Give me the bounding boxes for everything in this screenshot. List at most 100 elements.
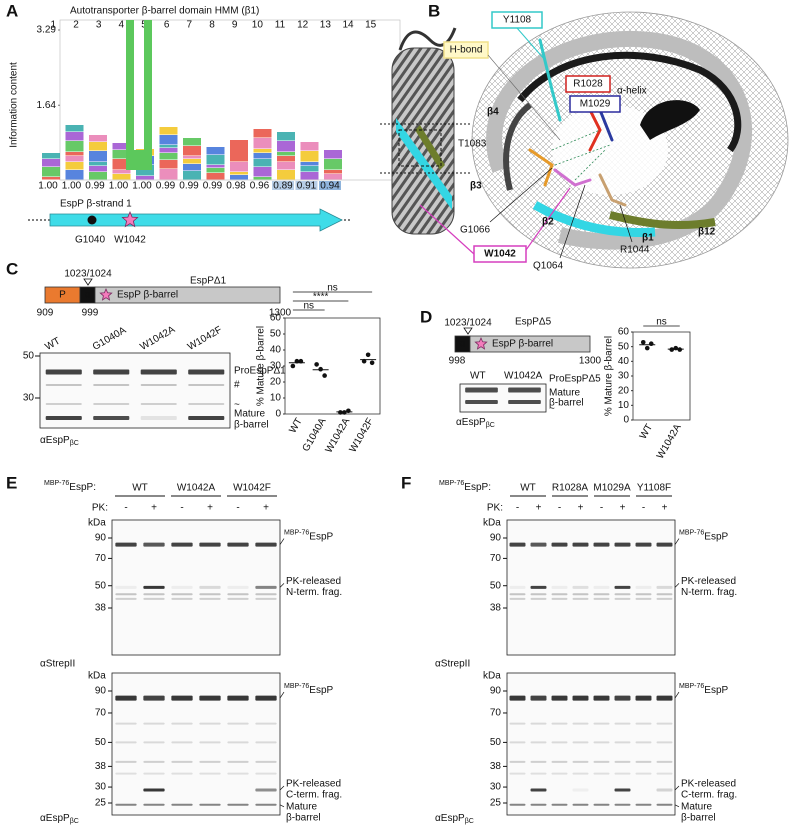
band [143, 803, 165, 806]
band [93, 369, 130, 375]
cleavage-label: 1023/1024 [444, 318, 492, 329]
group-label: R1028A [552, 483, 588, 494]
band [143, 741, 165, 744]
antibody-label: αEspPβC [40, 813, 79, 825]
band [227, 760, 249, 763]
structure-label: M1029 [580, 99, 611, 110]
band [115, 760, 137, 763]
antibody-label: αEspPβC [40, 435, 79, 447]
logo-glyph [112, 150, 131, 159]
x-tick-label: WT [287, 416, 304, 435]
structure-label: β1 [642, 233, 654, 244]
band-label: β-barrel [549, 398, 584, 409]
band [45, 403, 82, 405]
score-box [272, 181, 294, 190]
y-tick-label: 20 [270, 377, 282, 388]
band [635, 593, 652, 596]
band [171, 803, 193, 806]
pk-sign: - [558, 503, 561, 514]
score-label: 0.91 [297, 181, 317, 192]
domain-label: α [85, 290, 91, 301]
marker-label: 38 [490, 761, 502, 772]
logo-glyph [183, 164, 201, 171]
logo-glyph [89, 166, 107, 172]
band [614, 593, 631, 596]
marker-label: 90 [490, 533, 502, 544]
band [171, 741, 193, 744]
band [656, 695, 673, 701]
band [171, 695, 193, 701]
logo-glyph [65, 152, 84, 156]
band [551, 593, 568, 596]
band [656, 593, 673, 596]
band [614, 772, 631, 775]
logo-glyph [65, 141, 84, 152]
band-label: MBP-76EspP [679, 529, 729, 542]
band [551, 695, 568, 701]
leader [419, 187, 571, 255]
logo-glyph [300, 142, 319, 151]
band [255, 585, 277, 589]
band [188, 403, 225, 405]
structure-label: H-bond [450, 45, 483, 56]
logo-glyph [183, 159, 201, 164]
structure-label: R1044 [620, 245, 650, 256]
marker-label: 25 [490, 798, 502, 809]
pk-sign: + [662, 503, 668, 514]
band [255, 542, 277, 547]
y-tick-label: 30 [270, 361, 282, 372]
marker-label: 70 [490, 553, 502, 564]
band [45, 384, 82, 386]
band [530, 695, 547, 701]
logo-glyph [230, 172, 248, 175]
side-chain [538, 38, 562, 122]
band [614, 695, 631, 701]
pk-sign: + [207, 503, 213, 514]
y-axis-label: % Mature β-barrel [256, 326, 267, 406]
band [614, 722, 631, 725]
blot [111, 519, 281, 656]
band [143, 585, 165, 589]
band [530, 741, 547, 744]
band [188, 384, 225, 386]
band [227, 772, 249, 775]
position-label: 14 [342, 20, 354, 31]
side-chain [553, 168, 592, 187]
structure-label: β4 [487, 107, 499, 118]
blot [111, 672, 281, 816]
logo-glyph [159, 169, 178, 180]
lane-label: W1042F [186, 324, 224, 352]
band [115, 722, 137, 725]
structure-label: W1042 [484, 249, 516, 260]
band [115, 542, 137, 547]
band [465, 387, 498, 393]
band [509, 593, 526, 596]
logo-glyph [277, 141, 295, 152]
band [509, 760, 526, 763]
band-label: C-term. frag. [681, 790, 737, 801]
logo-glyph [112, 159, 131, 170]
band [593, 695, 610, 701]
score-label: 1.00 [132, 181, 152, 192]
band [656, 722, 673, 725]
residue-position: 999 [82, 308, 99, 319]
antibody-label: αStrepII [40, 659, 75, 670]
band [227, 695, 249, 701]
band [593, 593, 610, 596]
band [635, 597, 652, 600]
band [614, 760, 631, 763]
kda-label: kDa [483, 671, 501, 682]
band-label: β-barrel [286, 812, 321, 823]
data-point [640, 339, 646, 345]
label-leader [279, 583, 285, 588]
band [614, 803, 631, 806]
band-label: ~ [549, 404, 555, 415]
logo-glyph [136, 165, 154, 176]
logo-glyph [277, 132, 295, 141]
band [572, 585, 589, 589]
band [171, 760, 193, 763]
band [614, 741, 631, 744]
lane-label: W1042A [504, 371, 543, 382]
data-point [342, 410, 347, 415]
band [255, 788, 277, 792]
